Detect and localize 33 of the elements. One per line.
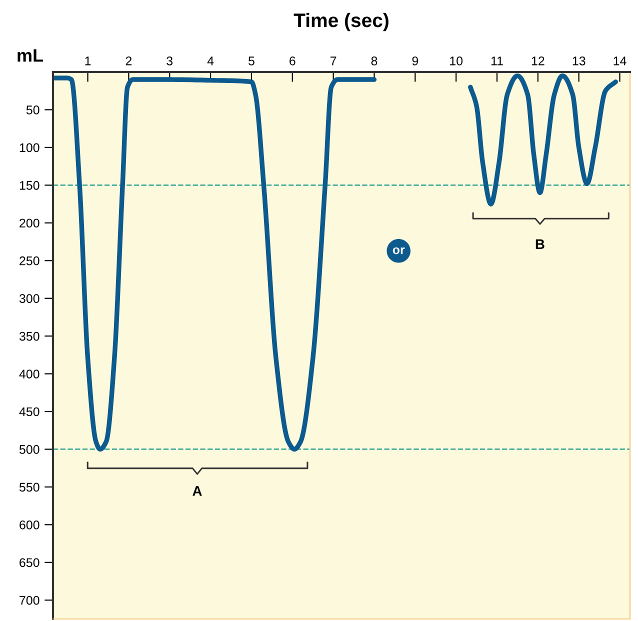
x-tick-label: 3 (166, 56, 173, 66)
y-tick-label: 400 (19, 370, 40, 378)
y-axis-title: mL (18, 49, 43, 62)
x-tick-label: 1 (85, 56, 91, 66)
y-tick-label: 650 (20, 558, 40, 568)
x-tick-label: 12 (532, 56, 544, 66)
y-tick-label: 150 (20, 180, 40, 190)
annotation: A (192, 486, 202, 496)
y-tick-label: 500 (19, 445, 40, 454)
x-tick-label: 6 (290, 56, 296, 66)
y-tick-label: 50 (26, 106, 40, 114)
y-tick-label: 450 (19, 407, 40, 416)
annotation: or (392, 247, 405, 254)
y-tick-label: 250 (20, 256, 40, 266)
chart-title: Time (sec) (294, 12, 388, 32)
y-tick-label: 200 (20, 218, 40, 228)
x-tick-label: 11 (491, 56, 503, 66)
x-tick-label: 2 (126, 56, 132, 66)
y-tick-label: 550 (19, 482, 40, 492)
x-tick-label: 5 (248, 56, 254, 66)
y-tick-label: 100 (20, 143, 40, 152)
x-tick-label: 8 (371, 56, 378, 66)
x-tick-label: 14 (614, 56, 626, 66)
x-tick-label: 10 (450, 56, 463, 66)
x-tick-label: 4 (207, 56, 214, 66)
y-tick-label: 300 (19, 294, 40, 303)
x-tick-label: 9 (412, 56, 418, 66)
x-tick-label: 13 (572, 56, 586, 66)
y-tick-label: 600 (20, 520, 40, 530)
y-tick-label: 350 (19, 332, 40, 341)
y-tick-label: 700 (20, 596, 40, 605)
annotation: B (536, 239, 544, 249)
x-tick-label: 7 (330, 56, 336, 66)
